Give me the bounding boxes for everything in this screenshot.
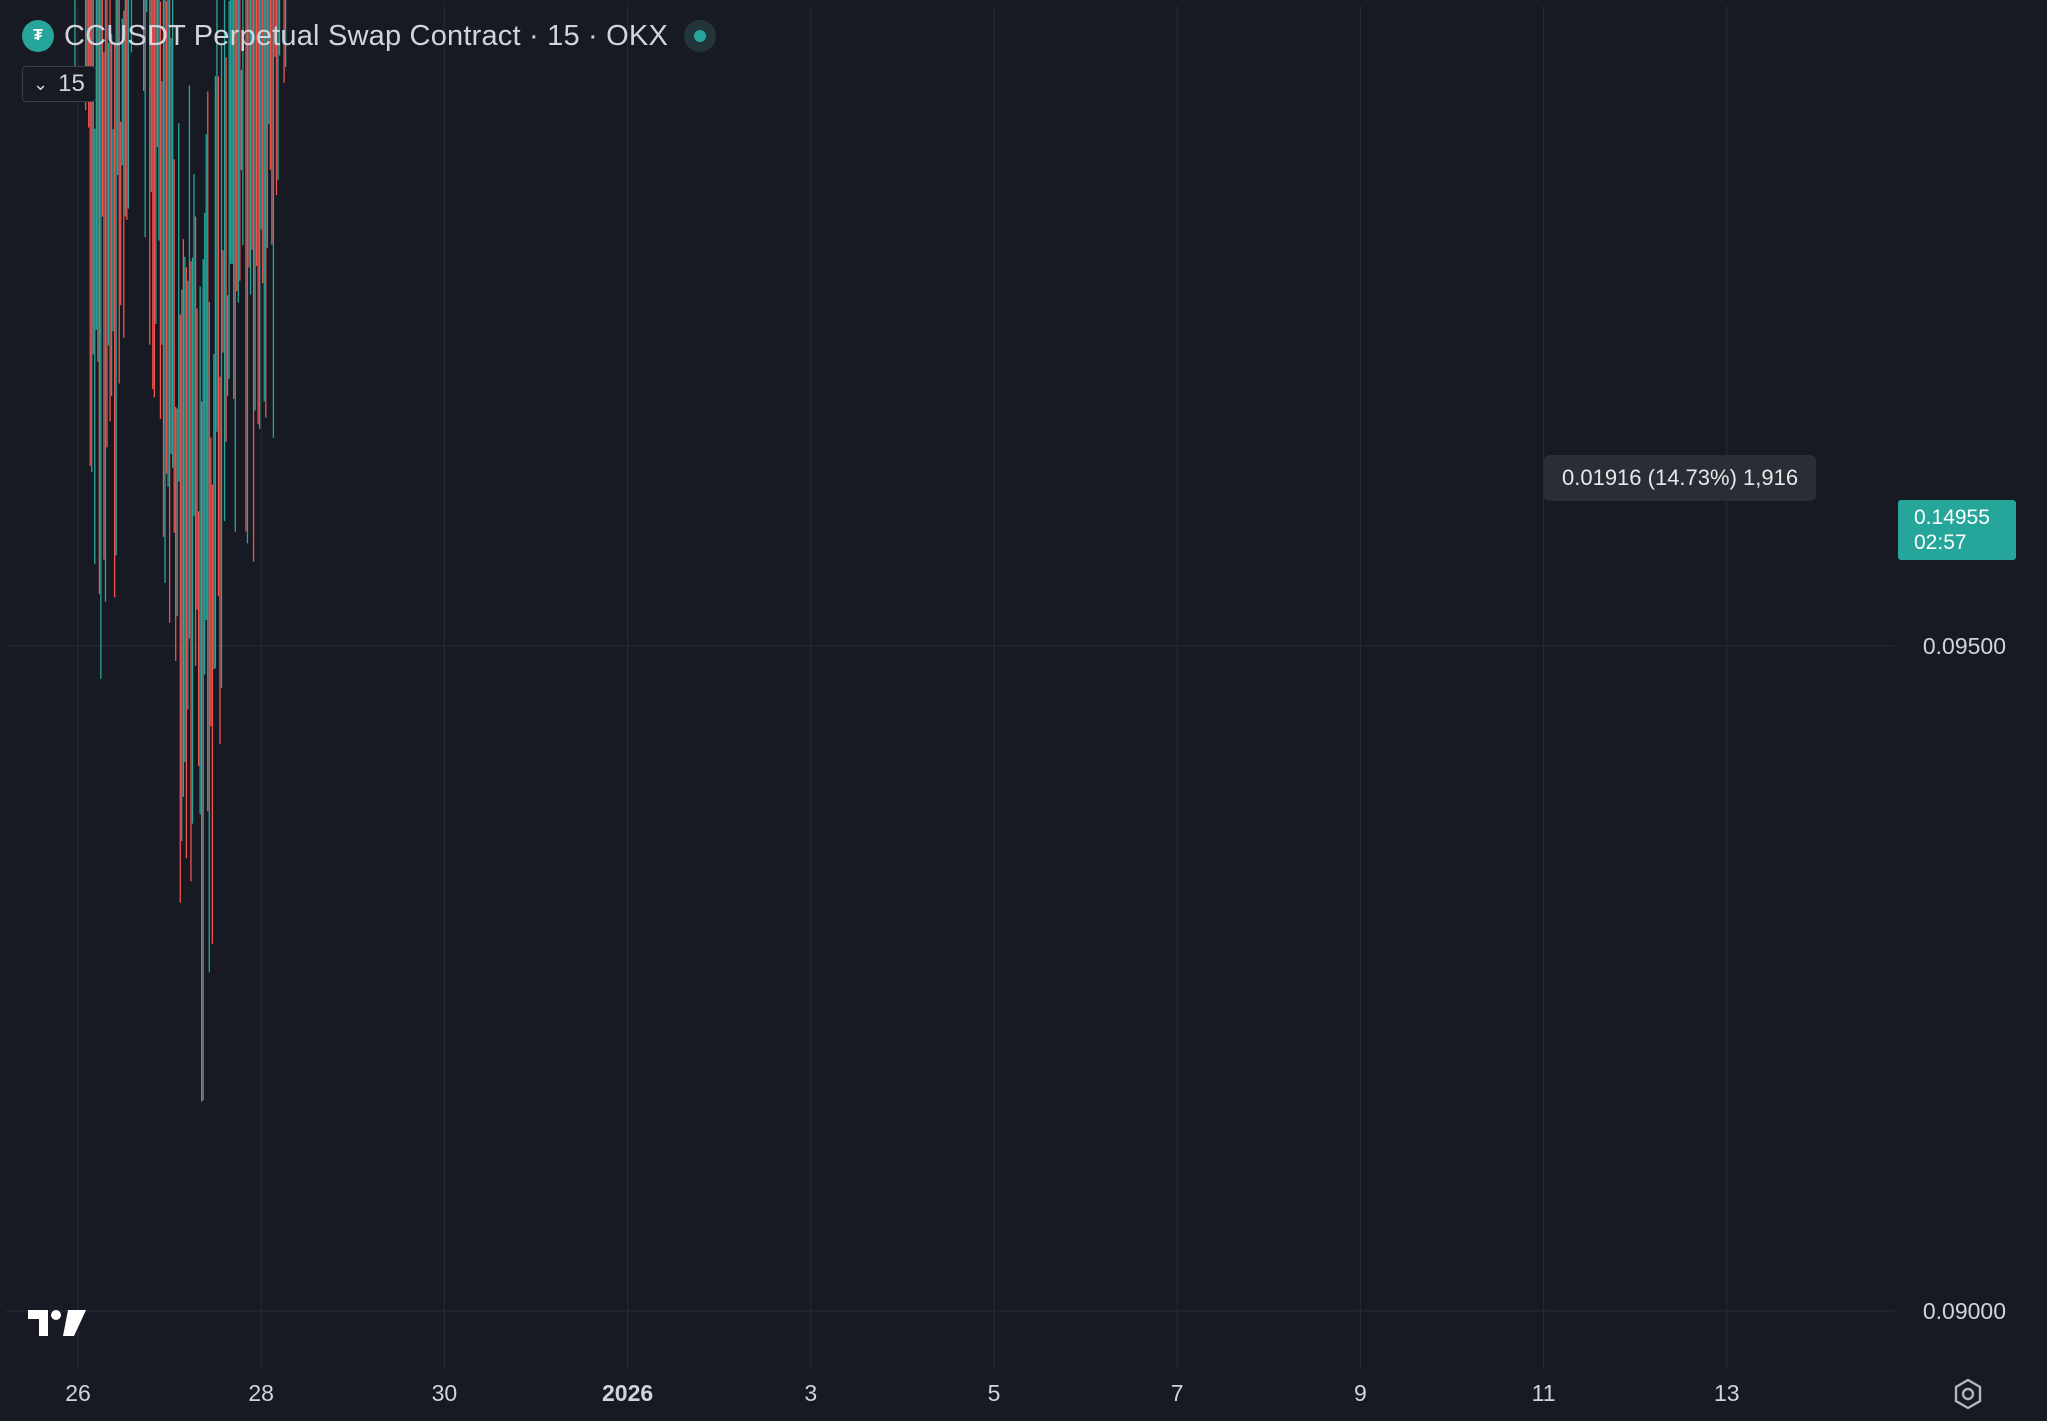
bar-countdown: 02:57 xyxy=(1914,531,1967,554)
time-axis-label: 11 xyxy=(1532,1380,1556,1406)
grid xyxy=(6,6,1895,1368)
measure-tooltip: 0.01916 (14.73%) 1,916 xyxy=(1544,455,1817,501)
time-axis-label: 5 xyxy=(988,1380,1001,1406)
time-axis: 26 28 30 2026 3 5 7 9 11 13 xyxy=(65,1380,1739,1406)
tether-icon: ₮ xyxy=(22,20,54,52)
last-price-tag: 0.14955 02:57 xyxy=(1898,500,2016,560)
time-axis-label: 26 xyxy=(65,1380,91,1406)
price-axis: 0.185000.180000.175000.170000.165000.160… xyxy=(1923,633,2006,1324)
time-axis-label: 30 xyxy=(432,1380,458,1406)
last-price-value: 0.14955 xyxy=(1914,506,1990,529)
time-axis-label: 2026 xyxy=(602,1380,653,1406)
market-status-icon xyxy=(684,20,717,52)
interval-button[interactable]: ⌄ 15 xyxy=(22,66,96,102)
settings-gear-icon[interactable] xyxy=(1950,1376,1986,1412)
time-axis-label: 9 xyxy=(1354,1380,1367,1406)
chevron-down-icon: ⌄ xyxy=(33,73,49,94)
symbol-title: CCUSDT Perpetual Swap Contract · 15 · OK… xyxy=(64,19,669,52)
interval-label: 15 xyxy=(58,70,85,97)
price-axis-label: 0.09000 xyxy=(1923,1298,2006,1324)
candles xyxy=(74,0,287,1102)
time-axis-label: 28 xyxy=(248,1380,274,1406)
tradingview-logo-icon[interactable] xyxy=(28,1306,88,1340)
measure-text: 0.01916 (14.73%) 1,916 xyxy=(1562,465,1799,490)
time-axis-label: 3 xyxy=(804,1380,817,1406)
time-axis-label: 7 xyxy=(1171,1380,1184,1406)
price-axis-label: 0.09500 xyxy=(1923,633,2006,659)
time-axis-label: 13 xyxy=(1714,1380,1740,1406)
chart-legend: ₮ CCUSDT Perpetual Swap Contract · 15 · … xyxy=(22,18,717,54)
